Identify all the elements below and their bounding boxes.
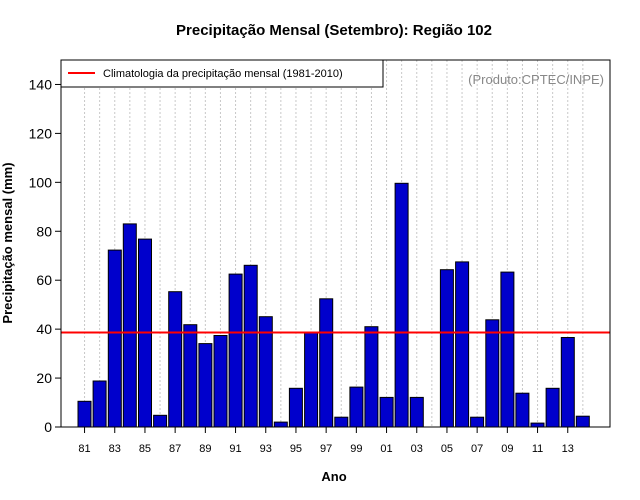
bar-2001 (379, 396, 394, 428)
x-tick-label: 97 (320, 443, 332, 455)
x-tick-label: 91 (229, 443, 241, 455)
legend: Climatologia da precipitação mensal (198… (60, 59, 384, 88)
x-tick-label: 83 (109, 443, 121, 455)
bars (77, 182, 590, 428)
x-tick-label: 07 (471, 443, 483, 455)
bar-2005 (439, 269, 454, 428)
y-tick-label: 80 (36, 223, 52, 239)
bar-1997 (319, 298, 334, 428)
x-tick-label: 81 (78, 443, 90, 455)
x-tick-label: 05 (441, 443, 453, 455)
x-tick-label: 13 (562, 443, 574, 455)
bar-2014 (575, 415, 590, 428)
bar-1987 (168, 291, 183, 428)
x-tick-label: 99 (350, 443, 362, 455)
x-tick-label: 87 (169, 443, 181, 455)
bar-1992 (243, 264, 258, 428)
bar-1995 (288, 387, 303, 428)
y-axis-title: Precipitação mensal (mm) (0, 162, 15, 323)
bar-1988 (183, 324, 198, 428)
bar-1981 (77, 400, 92, 428)
bar-2002 (394, 182, 409, 428)
y-tick-label: 120 (29, 125, 53, 141)
chart-title: Precipitação Mensal (Setembro): Região 1… (176, 22, 492, 39)
bar-2011 (530, 422, 545, 428)
x-tick-label: 11 (532, 443, 543, 455)
bar-1982 (92, 380, 107, 428)
bar-2006 (455, 261, 470, 428)
bar-1994 (273, 421, 288, 428)
x-tick-label: 85 (139, 443, 151, 455)
x-tick-label: 09 (501, 443, 513, 455)
bar-2013 (560, 337, 575, 428)
source-annotation: (Produto:CPTEC/INPE) (468, 72, 604, 87)
bar-1990 (213, 335, 228, 428)
bar-1989 (198, 343, 213, 428)
bar-2010 (515, 392, 530, 428)
bar-1986 (153, 414, 168, 428)
y-tick-label: 100 (29, 174, 53, 190)
y-tick-label: 0 (44, 419, 52, 435)
bar-2007 (470, 416, 485, 428)
x-tick-label: 95 (290, 443, 302, 455)
bar-1998 (334, 416, 349, 428)
bar-2000 (364, 326, 379, 428)
legend-label: Climatologia da precipitação mensal (198… (103, 68, 343, 80)
bar-2003 (409, 396, 424, 428)
x-tick-label: 03 (411, 443, 423, 455)
x-tick-label: 01 (380, 443, 392, 455)
bar-1983 (107, 249, 122, 428)
bar-2009 (500, 271, 515, 428)
y-tick-label: 140 (29, 76, 53, 92)
bar-2012 (545, 387, 560, 428)
x-axis: 81 83 85 87 89 91 93 95 97 99 01 03 05 07 09 11 13 (78, 427, 574, 455)
bar-1984 (122, 223, 137, 428)
bar-1999 (349, 386, 364, 428)
y-tick-label: 40 (36, 321, 52, 337)
bar-2008 (485, 319, 500, 428)
y-tick-label: 20 (36, 370, 52, 386)
y-axis: 0 20 40 60 80 100 120 140 (29, 76, 61, 435)
x-tick-label: 93 (260, 443, 272, 455)
y-tick-label: 60 (36, 272, 52, 288)
legend-box (60, 59, 384, 88)
x-axis-title: Ano (321, 469, 346, 484)
bar-1991 (228, 273, 243, 428)
x-tick-label: 89 (199, 443, 211, 455)
bar-1996 (304, 332, 319, 428)
